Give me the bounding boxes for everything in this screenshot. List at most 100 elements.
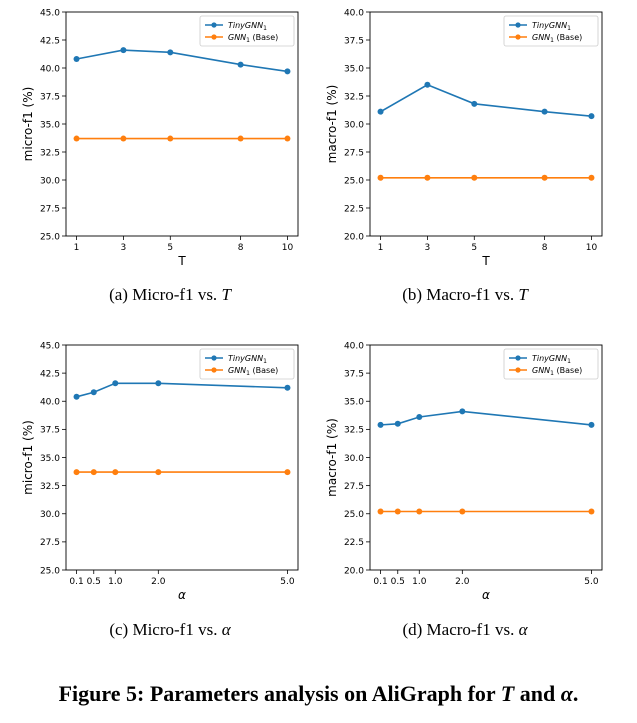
- data-point-tinygnn: [120, 47, 127, 54]
- x-tick-label: 0.1: [373, 577, 387, 587]
- x-tick-label: 5.0: [584, 577, 599, 587]
- data-point-tinygnn: [167, 49, 174, 56]
- series-line-tinygnn: [76, 49, 288, 73]
- y-tick-label: 20.0: [344, 232, 364, 242]
- data-point-gnn-base: [112, 469, 119, 476]
- y-tick-label: 37.5: [344, 369, 364, 379]
- subcaption-a-text: Micro-f1 vs.: [132, 285, 222, 304]
- legend-marker-gnn-base: [211, 367, 217, 373]
- chart-a: 25.0 27.5 30.0 32.5 35.0 37.5 40.0 42.5 45.0 1 3 5 8…: [21, 8, 299, 268]
- x-tick-label: 0.1: [69, 577, 83, 587]
- legend-label-gnn-base: GNN1 (Base): [532, 33, 582, 44]
- data-point-gnn-base: [73, 135, 80, 142]
- y-tick-label: 40.0: [40, 64, 60, 74]
- y-tick-label: 45.0: [40, 8, 60, 18]
- x-tick-label: 0.5: [391, 577, 405, 587]
- x-tick-label: 5.0: [280, 577, 295, 587]
- legend-marker-gnn-base: [211, 34, 217, 40]
- x-tick-label: 0.5: [87, 577, 101, 587]
- legend-label-tinygnn: TinyGNN1: [532, 21, 571, 32]
- y-tick-label: 22.5: [344, 204, 364, 214]
- subcaption-d: (d) Macro-f1 vs. α: [335, 620, 595, 640]
- subcaption-c-text: Micro-f1 vs.: [132, 620, 222, 639]
- y-tick-label: 30.0: [40, 510, 60, 520]
- figure-caption-var-alpha: α: [560, 681, 573, 706]
- data-point-gnn-base: [284, 135, 291, 142]
- x-tick-label: 8: [542, 243, 548, 253]
- y-tick-label: 30.0: [344, 454, 364, 464]
- y-tick-label: 25.0: [40, 566, 60, 576]
- legend-label-gnn-base: GNN1 (Base): [532, 366, 582, 377]
- legend-marker-tinygnn: [211, 22, 217, 28]
- y-tick-label: 45.0: [40, 341, 60, 351]
- data-point-tinygnn: [237, 61, 244, 68]
- y-tick-label: 37.5: [40, 92, 60, 102]
- legend-box: [503, 15, 599, 47]
- data-point-gnn-base: [377, 174, 384, 181]
- data-point-tinygnn: [541, 108, 548, 115]
- y-tick-label: 25.0: [344, 510, 364, 520]
- x-tick-label: 5: [167, 243, 173, 253]
- x-tick-label: 8: [238, 243, 244, 253]
- subcaption-a: (a) Micro-f1 vs. T: [40, 285, 300, 305]
- data-point-gnn-base: [237, 135, 244, 142]
- x-tick-label: 2.0: [455, 577, 470, 587]
- series-line-tinygnn: [380, 83, 592, 117]
- data-point-tinygnn: [394, 420, 401, 427]
- figure-caption-var-t: T: [500, 681, 515, 706]
- y-tick-label: 32.5: [40, 148, 60, 158]
- chart-b: 20.0 22.5 25.0 27.5 30.0 32.5 35.0 37.5 40.0 1 3 5 8…: [325, 8, 603, 268]
- y-tick-label: 25.0: [344, 176, 364, 186]
- data-point-tinygnn: [459, 408, 466, 415]
- y-tick-label: 35.0: [344, 64, 364, 74]
- data-point-tinygnn: [377, 108, 384, 115]
- data-point-tinygnn: [284, 68, 291, 75]
- y-tick-label: 37.5: [344, 36, 364, 46]
- y-tick-label: 30.0: [344, 120, 364, 130]
- chart-c: 25.0 27.5 30.0 32.5 35.0 37.5 40.0 42.5 45.0 0.1 0…: [21, 341, 299, 602]
- subcaption-d-var: α: [518, 620, 528, 639]
- data-point-gnn-base: [424, 174, 431, 181]
- figure-caption: Figure 5: Parameters analysis on AliGrap…: [0, 681, 637, 707]
- legend-label-tinygnn: TinyGNN1: [228, 354, 267, 365]
- legend-marker-tinygnn: [515, 22, 521, 28]
- subcaption-d-text: Macro-f1 vs.: [426, 620, 519, 639]
- y-tick-label: 35.0: [344, 398, 364, 408]
- data-point-gnn-base: [284, 469, 291, 476]
- y-tick-label: 42.5: [40, 36, 60, 46]
- legend-label-tinygnn: TinyGNN1: [228, 21, 267, 32]
- y-axis-label: micro-f1 (%): [21, 420, 35, 495]
- data-point-gnn-base: [471, 174, 478, 181]
- data-point-gnn-base: [588, 174, 595, 181]
- x-tick-label: 3: [121, 243, 127, 253]
- subcaption-c: (c) Micro-f1 vs. α: [40, 620, 300, 640]
- data-point-gnn-base: [155, 469, 162, 476]
- y-tick-label: 40.0: [344, 341, 364, 351]
- series-line-tinygnn: [380, 410, 592, 426]
- legend-marker-gnn-base: [515, 367, 521, 373]
- y-tick-label: 42.5: [40, 369, 60, 379]
- x-tick-label: 1: [378, 243, 384, 253]
- y-tick-label: 32.5: [344, 92, 364, 102]
- data-point-tinygnn: [424, 81, 431, 88]
- subcaption-c-var: α: [221, 620, 231, 639]
- subcaption-b-label: (b): [402, 285, 423, 304]
- subcaption-b: (b) Macro-f1 vs. T: [335, 285, 595, 305]
- data-point-tinygnn: [588, 113, 595, 120]
- data-point-tinygnn: [73, 393, 80, 400]
- figure-caption-prefix: Figure 5: Parameters analysis on AliGrap…: [58, 681, 501, 706]
- series-line-tinygnn: [76, 382, 288, 398]
- subcaption-a-var: T: [221, 285, 231, 304]
- subcaption-c-label: (c): [109, 620, 129, 639]
- data-point-gnn-base: [167, 135, 174, 142]
- y-axis-label: macro-f1 (%): [325, 418, 339, 497]
- y-tick-label: 37.5: [40, 426, 60, 436]
- y-tick-label: 30.0: [40, 176, 60, 186]
- data-point-tinygnn: [471, 100, 478, 107]
- data-point-gnn-base: [90, 469, 97, 476]
